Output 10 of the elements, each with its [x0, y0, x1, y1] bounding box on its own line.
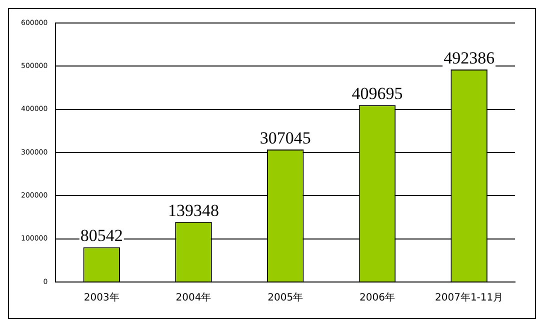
data-label: 307045	[260, 128, 311, 148]
data-label: 409695	[352, 84, 403, 104]
x-tick-label: 2005年	[268, 292, 304, 304]
x-tick-label: 2003年	[84, 292, 120, 304]
x-tick-label: 2006年	[359, 292, 395, 304]
data-label: 139348	[168, 200, 220, 220]
data-label: 80542	[80, 226, 123, 246]
x-tick-label: 2004年	[176, 292, 212, 304]
data-label: 492386	[444, 48, 495, 68]
x-tick-label: 2007年1-11月	[434, 292, 504, 304]
